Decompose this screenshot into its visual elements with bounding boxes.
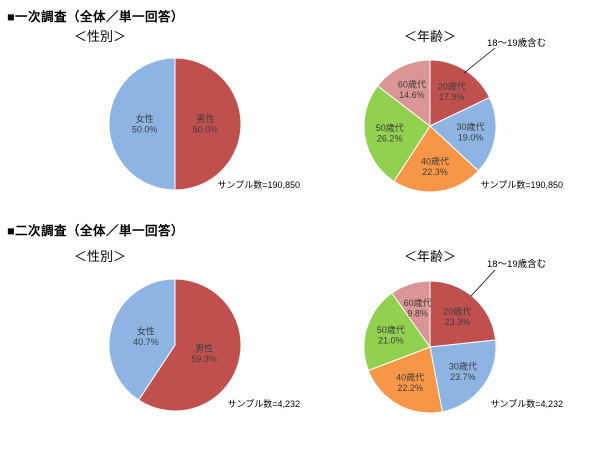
secondary-age-subtitle: ＜年齢＞ [403, 249, 456, 264]
survey2-gender-label-女性: 女性 40.7% [133, 325, 159, 347]
survey1-age-slice-20歳代 [429, 59, 491, 127]
primary-age-sample-count: サンプル数=190,850 [480, 180, 563, 190]
survey2-age-pie: 20歳代 23.3% 30歳代 23.7% 40歳代 22.2% 50歳代 21.0% 60歳代… [363, 269, 497, 414]
survey2-age-label-20歳代: 20歳代 23.3% [443, 306, 471, 328]
survey2-age-label-30歳代: 30歳代 23.7% [449, 360, 477, 382]
survey1-age-slice-30歳代 [429, 97, 497, 172]
survey1-gender-slice-女性 [108, 57, 176, 191]
secondary-gender-sample-count: サンプル数=4,232 [227, 399, 300, 409]
survey1-age-label-40歳代: 40歳代 22.3% [421, 156, 449, 178]
survey1-age-slice-50歳代 [363, 85, 431, 182]
survey2-gender-slice-女性 [108, 278, 176, 401]
secondary-age-sample-count: サンプル数=4,232 [490, 399, 563, 409]
primary-age-subtitle: ＜年齢＞ [403, 29, 456, 44]
survey1-age-label-50歳代: 50歳代 26.2% [376, 122, 404, 144]
survey2-age-label-50歳代: 50歳代 21.0% [377, 324, 405, 346]
secondary-survey-title: ■二次調査（全体／単一回答） [7, 224, 185, 238]
secondary-age-annotation: 18～19歳含む [487, 259, 547, 270]
survey1-age-annotation-line [463, 47, 496, 74]
survey1-gender-pie: 男性 50.0% 女性 50.0% [108, 57, 242, 191]
survey2-age-slice-60歳代 [391, 280, 431, 348]
primary-age-annotation: 18～19歳含む [487, 38, 547, 49]
survey2-age-annotation-line [470, 269, 496, 297]
survey2-gender-pie: 男性 59.3% 女性 40.7% [108, 278, 242, 412]
survey1-age-slice-60歳代 [377, 59, 431, 127]
survey1-age-label-30歳代: 30歳代 19.0% [456, 121, 484, 143]
primary-gender-subtitle: ＜性別＞ [73, 29, 126, 44]
survey1-gender-label-女性: 女性 50.0% [132, 113, 158, 135]
survey1-age-pie: 20歳代 17.9% 30歳代 19.0% 40歳代 22.3% 50歳代 26.2% 60歳代… [363, 47, 497, 193]
survey1-gender-label-男性: 男性 50.0% [193, 113, 219, 135]
survey2-gender-slice-男性 [138, 278, 242, 412]
survey2-age-label-40歳代: 40歳代 22.2% [396, 372, 424, 394]
survey1-age-slice-40歳代 [393, 125, 479, 193]
secondary-gender-subtitle: ＜性別＞ [73, 249, 126, 264]
survey2-gender-label-男性: 男性 59.3% [191, 343, 217, 365]
survey1-age-label-20歳代: 20歳代 17.9% [438, 80, 466, 102]
primary-gender-sample-count: サンプル数=190,850 [217, 180, 300, 190]
survey2-age-label-60歳代: 60歳代 9.8% [404, 297, 432, 319]
survey2-age-slice-50歳代 [363, 292, 431, 372]
survey1-age-label-60歳代: 60歳代 14.6% [398, 78, 426, 100]
survey1-gender-slice-男性 [174, 57, 242, 191]
survey2-age-slice-20歳代 [429, 280, 497, 348]
survey2-age-slice-30歳代 [429, 339, 497, 413]
primary-survey-title: ■一次調査（全体／単一回答） [7, 10, 185, 24]
